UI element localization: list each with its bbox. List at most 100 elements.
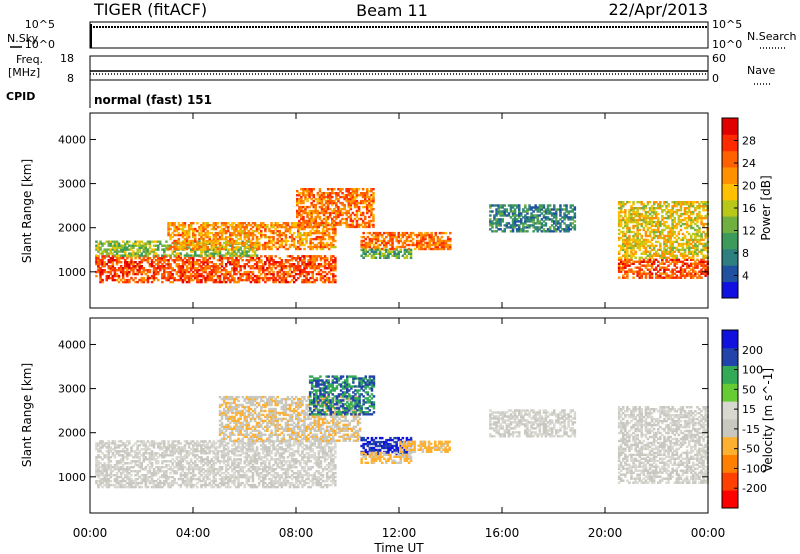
echo-cell (109, 446, 113, 449)
echo-cell (196, 274, 199, 278)
echo-cell (212, 278, 216, 282)
echo-cell (659, 201, 662, 204)
echo-cell (493, 230, 496, 233)
echo-cell (655, 276, 658, 279)
echo-cell (418, 241, 421, 245)
echo-cell (179, 243, 183, 247)
echo-cell (202, 245, 205, 249)
echo-cell (138, 244, 141, 247)
echo-cell (626, 248, 629, 252)
echo-cell (644, 205, 648, 208)
echo-cell (167, 254, 170, 257)
echo-cell (315, 237, 319, 241)
echo-cell (231, 278, 234, 282)
power-echo-cells (95, 188, 709, 284)
echo-cell (557, 222, 560, 225)
echo-cell (284, 276, 288, 280)
echo-cell (97, 259, 100, 262)
echo-cell (111, 466, 115, 469)
echo-cell (140, 252, 143, 255)
echo-cell (119, 270, 123, 274)
echo-cell (524, 220, 527, 223)
echo-cell (101, 259, 104, 262)
echo-cell (700, 205, 703, 208)
echo-cell (644, 218, 648, 222)
echo-cell (642, 258, 646, 261)
echo-cell (165, 267, 168, 270)
echo-cell (411, 241, 415, 245)
echo-cell (366, 194, 369, 197)
echo-cell (264, 247, 267, 251)
echo-cell (286, 265, 290, 268)
echo-cell (208, 267, 211, 270)
echo-cell (117, 483, 121, 487)
echo-cell (130, 257, 133, 260)
echo-cell (685, 246, 689, 250)
echo-cell (696, 230, 699, 234)
echo-cell (341, 203, 344, 207)
echo-cell (324, 195, 328, 199)
echo-cell (536, 218, 539, 221)
echo-cell (368, 223, 371, 227)
echo-cell (679, 270, 683, 273)
echo-cell (204, 243, 207, 247)
echo-cell (696, 266, 699, 269)
echo-cell (692, 252, 695, 255)
echo-cell (432, 241, 435, 245)
echo-cell (630, 242, 633, 246)
echo-cell (685, 258, 689, 261)
echo-cell (446, 237, 450, 241)
echo-cell (237, 265, 240, 268)
echo-cell (239, 231, 242, 235)
echo-cell (140, 270, 143, 274)
echo-cell (257, 237, 261, 241)
echo-cell (132, 479, 135, 483)
echo-cell (124, 259, 127, 262)
echo-cell (424, 245, 427, 249)
echo-cell (200, 248, 203, 251)
echo-cell (659, 248, 662, 252)
echo-cell (652, 262, 656, 265)
echo-cell (687, 242, 691, 246)
echo-cell (659, 256, 662, 259)
echo-cell (692, 232, 695, 236)
echo-cell (198, 244, 201, 247)
echo-cell (264, 243, 267, 247)
echo-cell (280, 231, 284, 235)
echo-cell (704, 236, 707, 240)
echo-cell (661, 276, 664, 279)
echo-cell (157, 240, 160, 243)
echo-cell (681, 272, 685, 275)
echo-cell (276, 224, 279, 227)
echo-cell (322, 209, 326, 213)
echo-cell (222, 276, 226, 280)
echo-cell (675, 201, 679, 204)
echo-cell (652, 210, 656, 214)
echo-cell (434, 245, 437, 249)
echo-cell (103, 483, 106, 487)
echo-cell (661, 216, 664, 220)
echo-cell (306, 199, 309, 203)
y-tick-label: 1000 (58, 266, 86, 279)
echo-cell (181, 280, 185, 284)
echo-cell (555, 212, 558, 215)
echo-cell (317, 270, 321, 274)
echo-cell (617, 212, 621, 216)
echo-cell (113, 250, 117, 253)
echo-cell (185, 270, 189, 274)
echo-cell (194, 243, 197, 247)
echo-cell (128, 483, 131, 487)
echo-cell (339, 211, 342, 215)
echo-cell (163, 244, 166, 247)
echo-cell (428, 239, 431, 243)
echo-cell (247, 235, 251, 239)
echo-cell (368, 197, 371, 201)
echo-cell (339, 219, 342, 223)
echo-cell (132, 460, 135, 463)
echo-cell (368, 245, 372, 249)
echo-cell (181, 263, 185, 266)
echo-cell (99, 269, 102, 272)
echo-cell (280, 241, 284, 245)
echo-cell (542, 228, 546, 231)
echo-cell (690, 264, 693, 267)
